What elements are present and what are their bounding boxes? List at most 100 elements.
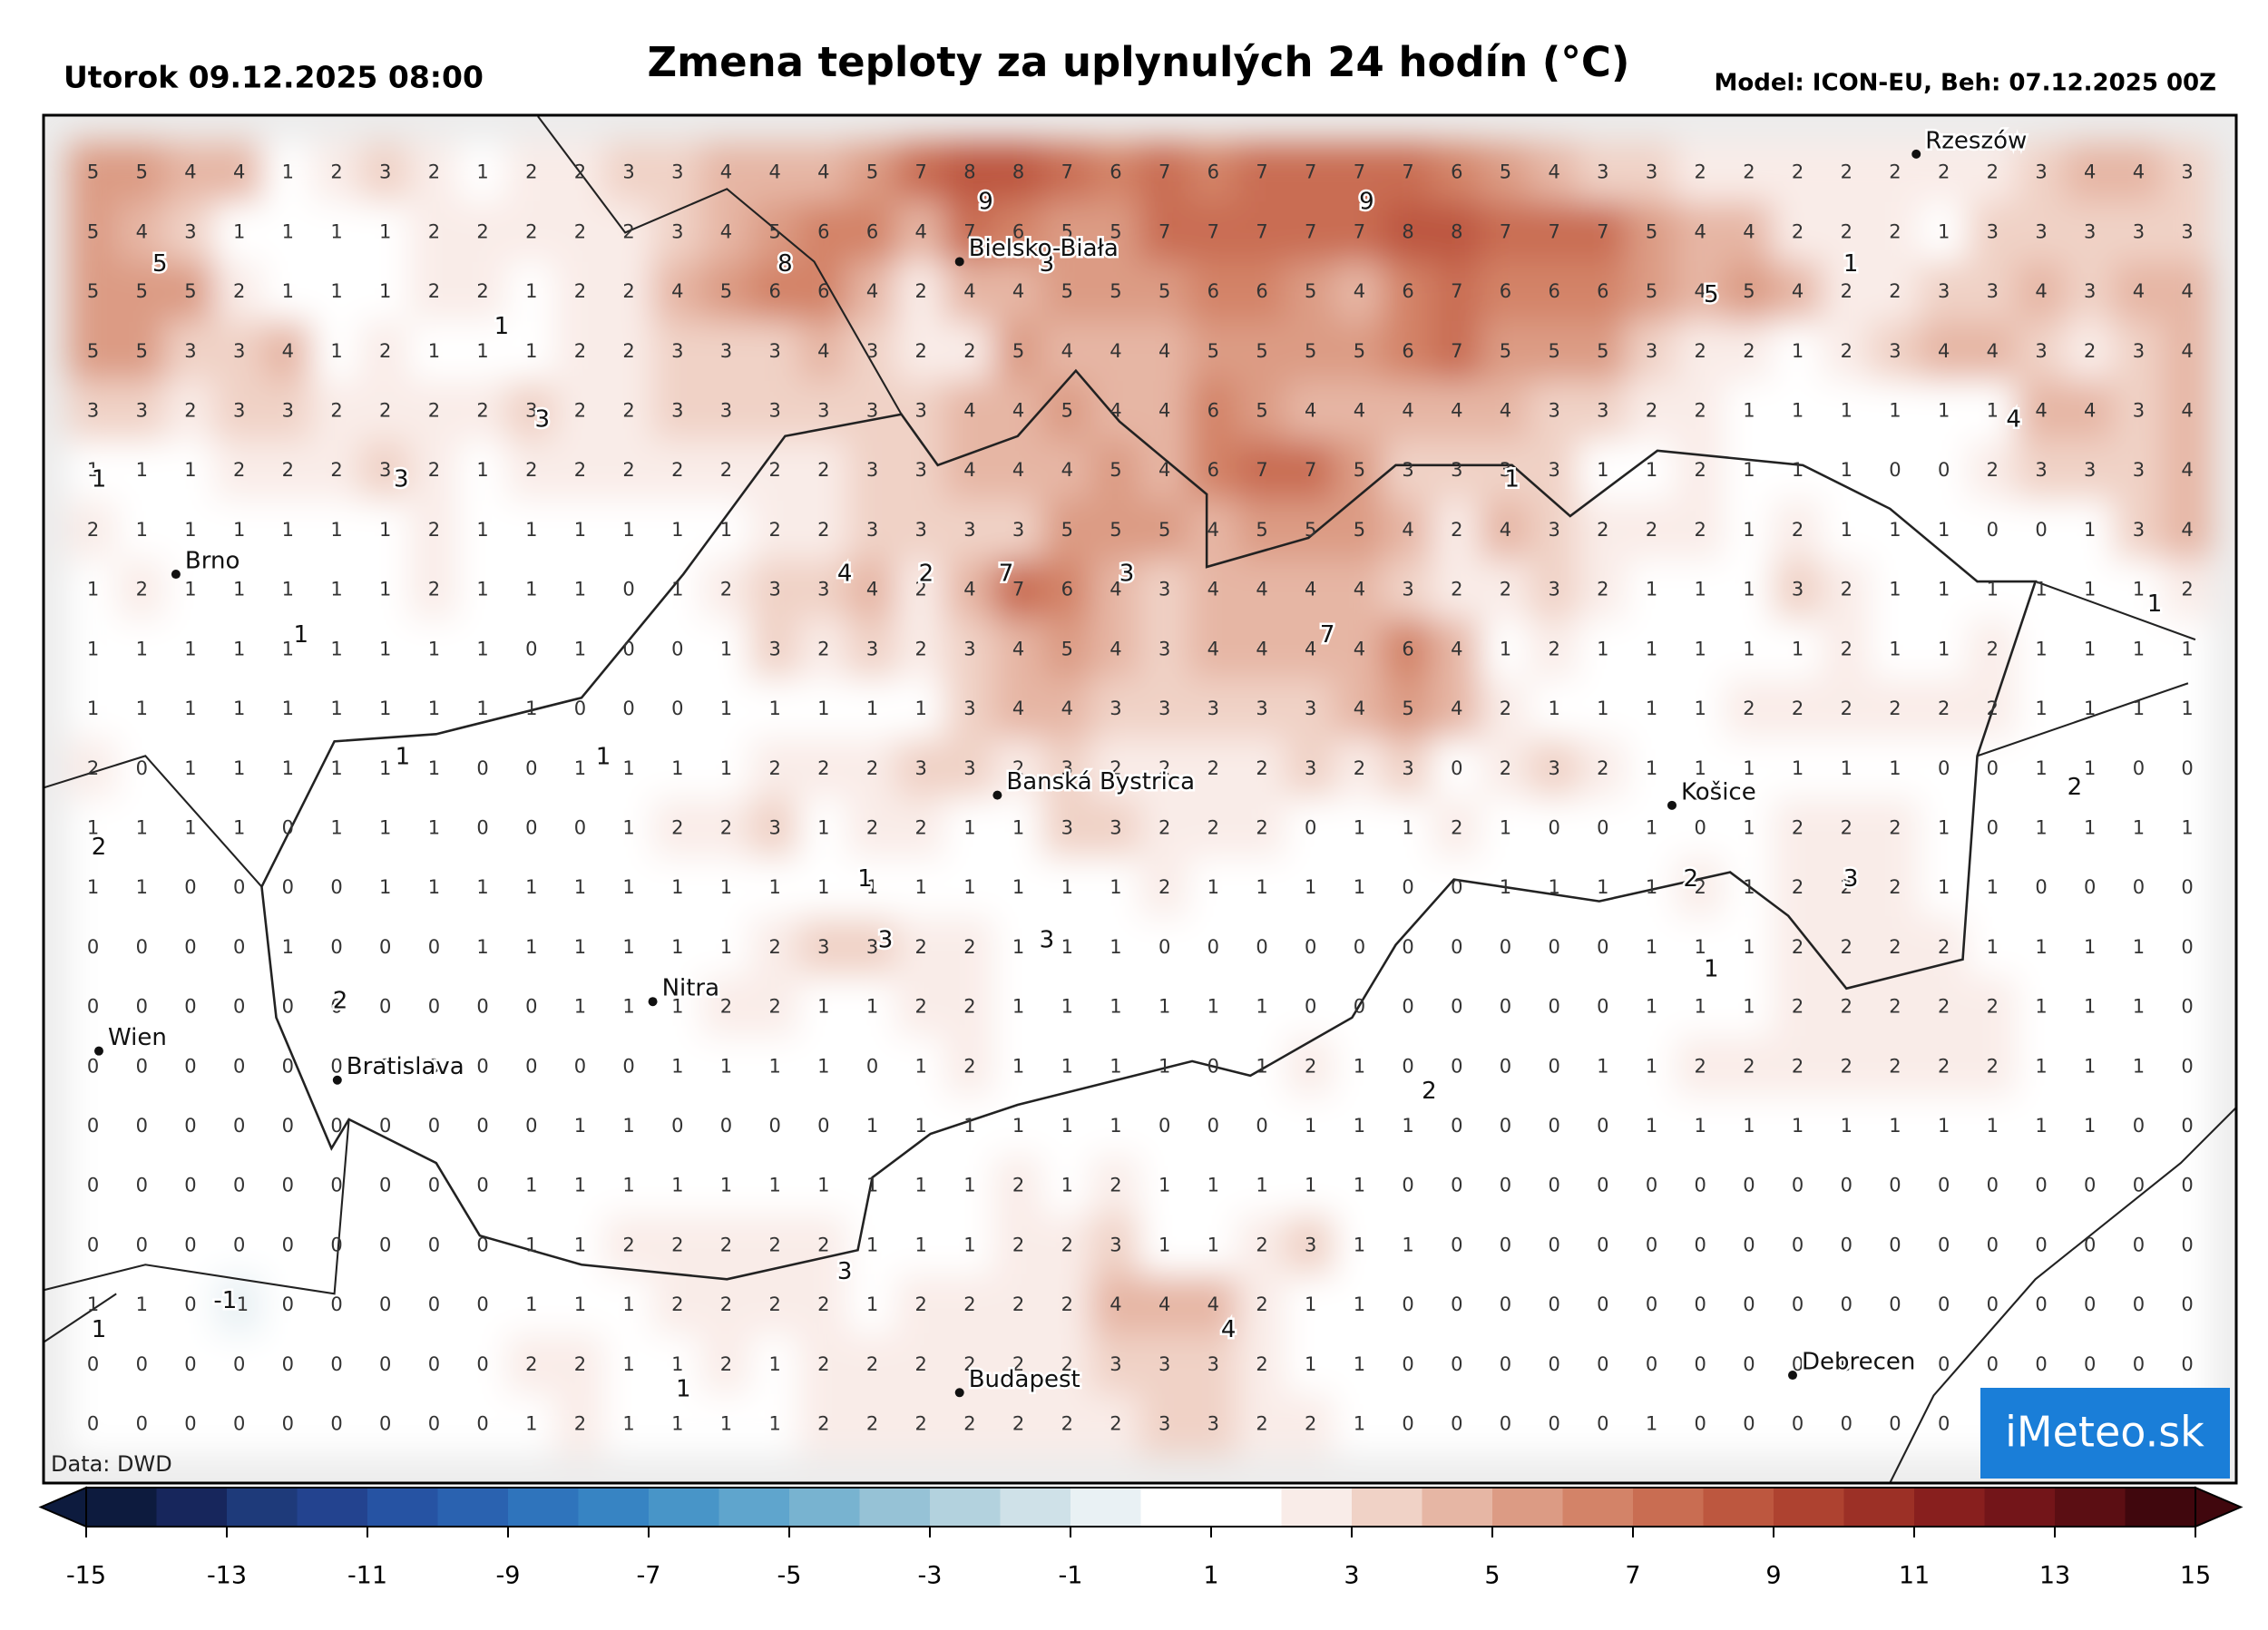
cell <box>1285 619 1336 681</box>
cell <box>408 380 460 443</box>
grid-value: 0 <box>1207 1055 1219 1077</box>
grid-value: 0 <box>2035 876 2047 898</box>
title: Zmena teploty za uplynulých 24 hodín (°C… <box>648 38 1630 86</box>
grid-value: 0 <box>428 1413 440 1435</box>
cell <box>1870 917 1921 979</box>
grid-value: 2 <box>476 280 488 302</box>
grid-value: 0 <box>2181 757 2193 779</box>
cell <box>1626 320 1677 383</box>
cell <box>603 500 654 561</box>
cell <box>1041 261 1093 323</box>
cell <box>895 737 947 800</box>
cell <box>603 1036 654 1098</box>
cell <box>1090 1393 1141 1456</box>
grid-value: 3 <box>768 579 780 600</box>
cell <box>798 1274 849 1336</box>
cell <box>2016 976 2067 1039</box>
cell <box>67 201 119 264</box>
cell <box>749 1215 801 1277</box>
grid-value: 2 <box>915 1413 927 1435</box>
grid-value: 1 <box>1938 400 1950 422</box>
contour-label: 3 <box>837 1258 853 1285</box>
grid-value: 1 <box>622 1353 634 1375</box>
cell <box>651 976 703 1039</box>
cell <box>1480 142 1531 204</box>
cell <box>1967 1274 2019 1336</box>
grid-value: 1 <box>1548 876 1559 898</box>
cell <box>116 797 168 860</box>
grid-value: 0 <box>2133 1175 2145 1196</box>
grid-value: 2 <box>1987 1055 1999 1077</box>
cell <box>359 500 411 561</box>
grid-value: 0 <box>1938 1413 1950 1435</box>
grid-value: 1 <box>2084 996 2096 1018</box>
colorbar-bin <box>930 1488 1001 1527</box>
cell <box>1821 1333 1872 1396</box>
grid-value: 4 <box>1110 579 1121 600</box>
cell <box>554 917 606 979</box>
colorbar-bin <box>649 1488 719 1527</box>
grid-value: 3 <box>671 161 683 183</box>
grid-value: 2 <box>1792 698 1804 719</box>
grid-value: 1 <box>2181 698 2193 719</box>
grid-value: 0 <box>476 816 488 838</box>
cell <box>311 976 362 1039</box>
cell <box>457 857 508 920</box>
cell <box>1383 559 1433 621</box>
grid-value: 7 <box>1451 340 1462 362</box>
cell <box>67 1274 119 1336</box>
cell <box>700 917 752 979</box>
grid-value: 1 <box>1012 1115 1024 1137</box>
cell <box>359 917 411 979</box>
cell <box>992 1036 1044 1098</box>
cell <box>1821 440 1872 503</box>
cell <box>1285 1096 1336 1157</box>
grid-value: 1 <box>1938 816 1950 838</box>
cell <box>213 678 265 740</box>
cell <box>554 1393 606 1456</box>
grid-value: 1 <box>282 280 294 302</box>
grid-value: 1 <box>525 579 537 600</box>
cell <box>2162 500 2213 561</box>
grid-value: 5 <box>184 280 196 302</box>
grid-value: 1 <box>1256 996 1267 1018</box>
cell <box>1480 797 1531 860</box>
grid-value: 4 <box>963 400 975 422</box>
cell <box>2113 1333 2165 1396</box>
cell <box>992 737 1044 800</box>
cell <box>944 737 995 800</box>
cell <box>311 678 362 740</box>
grid-value: 2 <box>915 996 927 1018</box>
grid-value: 2 <box>866 1413 878 1435</box>
cell <box>1675 976 1726 1039</box>
grid-value: 1 <box>1889 638 1901 659</box>
grid-value: 2 <box>1110 1175 1121 1196</box>
cell <box>116 678 168 740</box>
cell <box>1480 1036 1531 1098</box>
contour-label: 5 <box>1704 281 1719 308</box>
city-dot <box>171 570 181 580</box>
cell <box>1139 976 1190 1039</box>
cell <box>408 1036 460 1098</box>
cell <box>165 559 216 621</box>
cell <box>1675 559 1726 621</box>
cell <box>1772 1036 1823 1098</box>
cell <box>1967 142 2019 204</box>
cell <box>165 380 216 443</box>
cell <box>2064 500 2116 561</box>
grid-value: 0 <box>1695 1234 1706 1255</box>
cell <box>1967 500 2019 561</box>
grid-value: 3 <box>915 400 927 422</box>
grid-value: 0 <box>428 1353 440 1375</box>
grid-value: 0 <box>1597 936 1608 958</box>
cell <box>700 500 752 561</box>
cell <box>213 917 265 979</box>
colorbar-tick-label: -9 <box>496 1562 521 1590</box>
grid-value: 2 <box>136 579 148 600</box>
cell <box>1724 320 1774 383</box>
grid-value: 3 <box>87 400 99 422</box>
cell <box>116 1096 168 1157</box>
cell <box>213 261 265 323</box>
cell <box>749 559 801 621</box>
grid-value: 1 <box>1792 638 1804 659</box>
